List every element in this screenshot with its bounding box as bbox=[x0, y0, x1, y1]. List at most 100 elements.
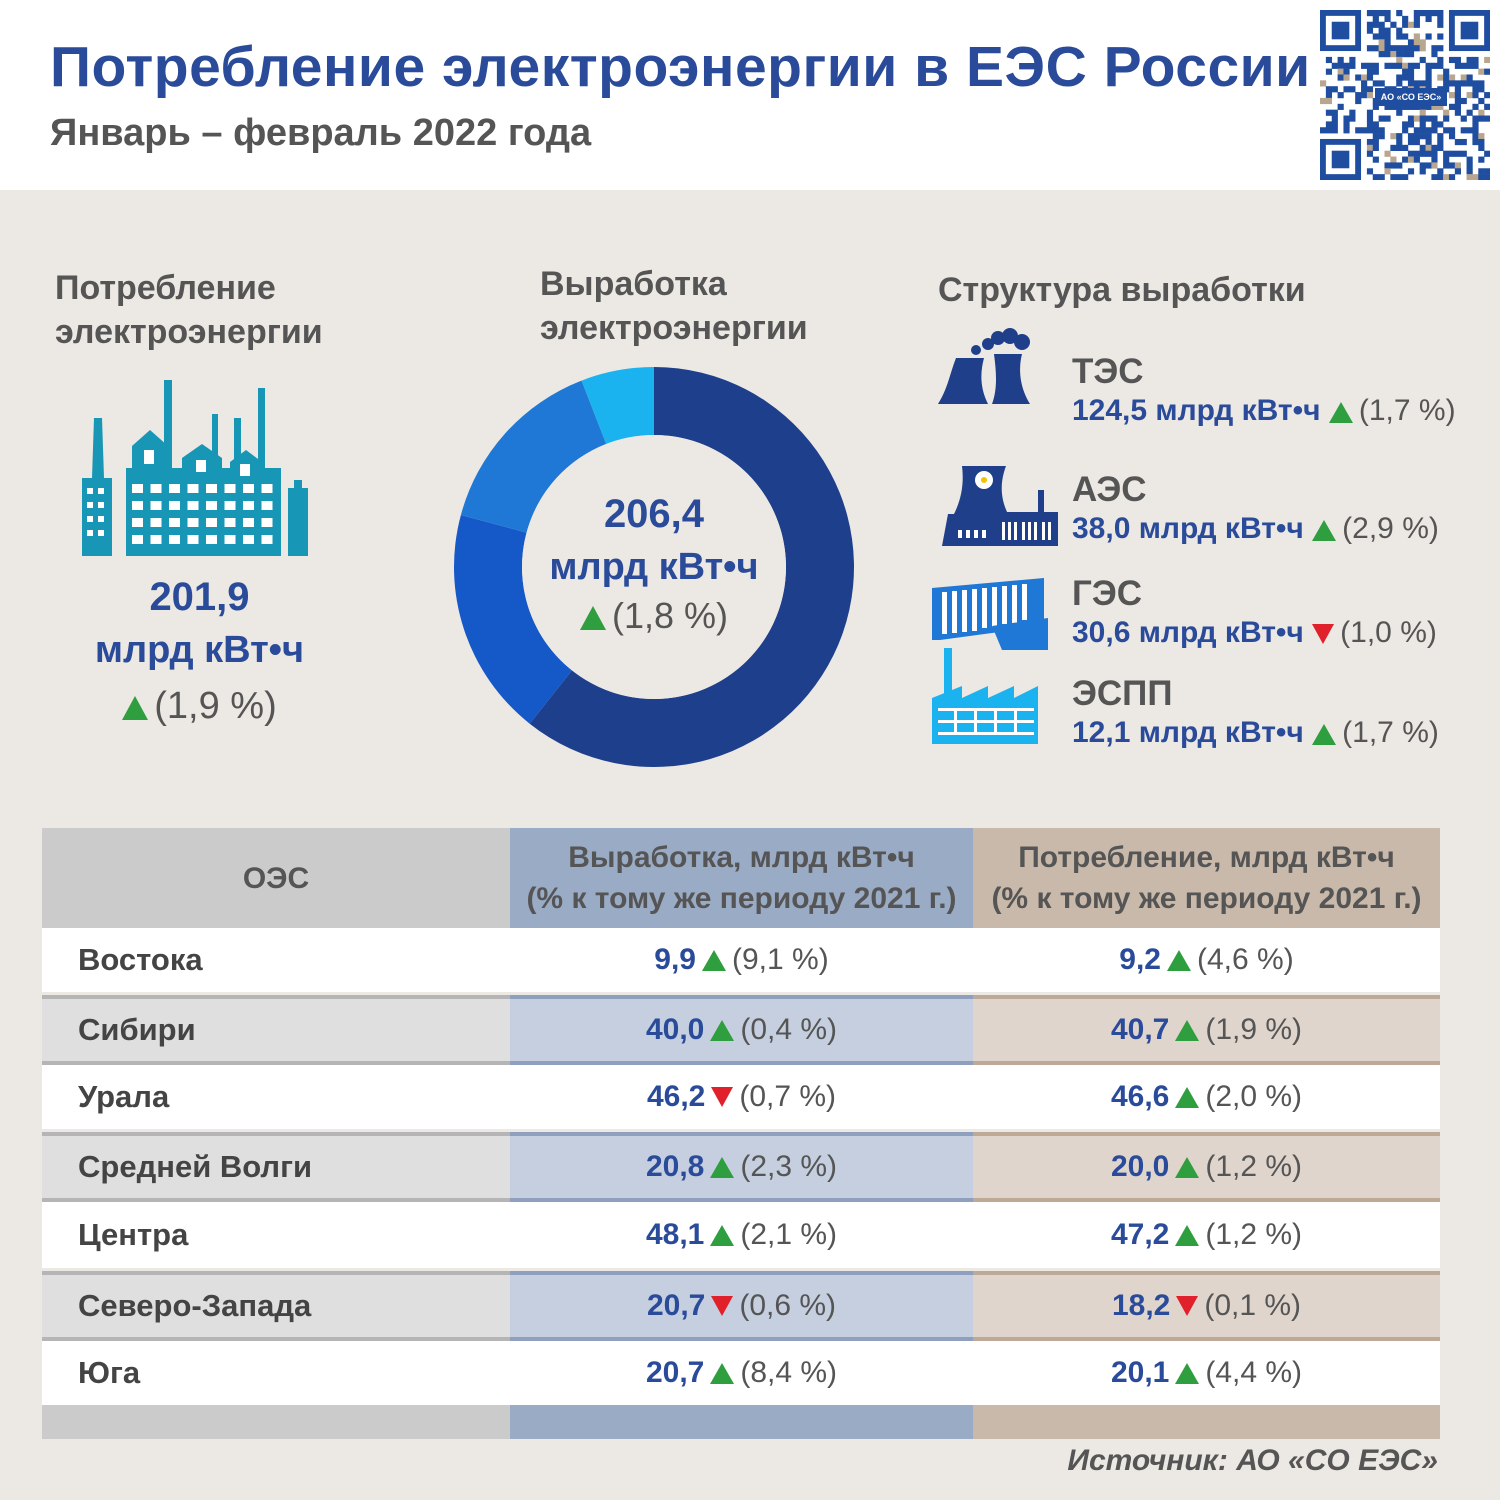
factory-window bbox=[243, 501, 254, 510]
cell-percent: (8,4 %) bbox=[740, 1356, 838, 1389]
cell-value: 40,0 bbox=[645, 1013, 705, 1046]
consumption-cell: 47,2 (1,2 %) bbox=[973, 1202, 1440, 1268]
header-consumption-line2: (% к тому же периоду 2021 г.) bbox=[991, 882, 1422, 915]
down-arrow-icon bbox=[1312, 624, 1335, 645]
header-generation-line1: Выработка, млрд кВт•ч bbox=[568, 841, 915, 874]
up-arrow-icon bbox=[1167, 949, 1191, 971]
footer-cell bbox=[42, 1405, 510, 1439]
table-row: Сибири 40,0 (0,4 %) 40,7 (1,9 %) bbox=[42, 992, 1440, 1065]
donut-hole bbox=[522, 435, 786, 699]
up-arrow-icon bbox=[710, 1156, 735, 1178]
cell-value: 20,0 bbox=[1110, 1150, 1170, 1183]
factory-window bbox=[169, 484, 180, 493]
factory-window bbox=[261, 518, 273, 527]
structure-value-row: 30,6 млрд кВт•ч (1,0 %) bbox=[1072, 616, 1437, 650]
structure-name: ТЭС bbox=[1072, 352, 1144, 391]
factory-window bbox=[243, 484, 254, 493]
factory-window bbox=[261, 501, 273, 510]
factory-icon bbox=[82, 380, 308, 556]
row-divider bbox=[973, 1132, 1440, 1136]
generation-change-row: (1,8 %) bbox=[504, 594, 804, 638]
factory-window bbox=[187, 535, 199, 544]
structure-item-tes: ТЭС 124,5 млрд кВт•ч (1,7 %) bbox=[930, 328, 1470, 452]
down-arrow-icon bbox=[711, 1296, 734, 1316]
up-arrow-icon bbox=[1175, 1224, 1200, 1246]
factory-window bbox=[224, 484, 236, 493]
up-arrow-icon bbox=[1175, 1362, 1200, 1384]
generation-heading-line1: Выработка bbox=[540, 265, 727, 303]
down-arrow-icon bbox=[711, 1087, 734, 1107]
region-name: Юга bbox=[78, 1355, 141, 1390]
structure-value-row: 124,5 млрд кВт•ч (1,7 %) bbox=[1072, 394, 1456, 428]
down-arrow-icon bbox=[1176, 1296, 1199, 1316]
structure-name: ГЭС bbox=[1072, 574, 1143, 613]
cell-percent: (0,7 %) bbox=[739, 1080, 837, 1113]
up-arrow-icon bbox=[1328, 401, 1353, 423]
up-arrow-icon bbox=[1312, 723, 1337, 745]
factory-window bbox=[187, 518, 199, 527]
row-divider bbox=[42, 1061, 510, 1065]
generation-value-block: 206,4 млрд кВт•ч (1,8 %) bbox=[504, 488, 804, 638]
generation-cell: 48,1 (2,1 %) bbox=[510, 1202, 973, 1268]
row-divider bbox=[510, 1132, 973, 1136]
consumption-unit: млрд кВт•ч bbox=[94, 629, 305, 671]
row-divider bbox=[973, 1337, 1440, 1341]
structure-change: (2,9 %) bbox=[1342, 512, 1439, 545]
consumption-heading-line1: Потребление bbox=[55, 269, 276, 307]
generation-value: 206,4 bbox=[603, 492, 705, 536]
region-name: Центра bbox=[78, 1217, 189, 1252]
thermal-plant-icon bbox=[938, 328, 1030, 404]
structure-value-row: 38,0 млрд кВт•ч (2,9 %) bbox=[1072, 512, 1439, 546]
cell-percent: (2,3 %) bbox=[740, 1150, 838, 1183]
factory-window bbox=[261, 484, 273, 493]
factory-window bbox=[169, 535, 180, 544]
page-subtitle: Январь – февраль 2022 года bbox=[50, 112, 592, 154]
factory-window bbox=[206, 501, 217, 510]
region-name: Средней Волги bbox=[78, 1149, 313, 1184]
row-divider bbox=[973, 1061, 1440, 1065]
region-cell: Северо-Запада bbox=[42, 1271, 510, 1341]
footer-cell bbox=[973, 1405, 1440, 1439]
region-name: Урала bbox=[78, 1079, 170, 1114]
generation-cell: 40,0 (0,4 %) bbox=[510, 995, 973, 1065]
consumption-cell: 18,2 (0,1 %) bbox=[973, 1271, 1440, 1341]
structure-change: (1,0 %) bbox=[1340, 616, 1437, 649]
factory-window bbox=[150, 501, 162, 510]
structure-change: (1,7 %) bbox=[1342, 716, 1439, 749]
cell-value: 46,6 bbox=[1110, 1080, 1170, 1113]
structure-value: 124,5 млрд кВт•ч bbox=[1072, 394, 1321, 427]
donut-slice-1 bbox=[454, 514, 572, 724]
structure-value-row: 12,1 млрд кВт•ч (1,7 %) bbox=[1072, 716, 1439, 750]
generation-donut-chart bbox=[454, 367, 854, 767]
table-row: Центра 48,1 (2,1 %) 47,2 (1,2 %) bbox=[42, 1202, 1440, 1268]
factory-window bbox=[132, 501, 143, 510]
row-divider bbox=[510, 995, 973, 999]
source-note: Источник: АО «СО ЕЭС» bbox=[1067, 1444, 1438, 1477]
qr-code-icon[interactable] bbox=[1320, 10, 1490, 180]
region-cell: Юга bbox=[42, 1341, 510, 1405]
cell-percent: (4,6 %) bbox=[1197, 943, 1294, 976]
cell-percent: (1,2 %) bbox=[1205, 1218, 1303, 1251]
region-cell: Урала bbox=[42, 1065, 510, 1129]
cell-value: 40,7 bbox=[1110, 1013, 1170, 1046]
factory-window bbox=[132, 484, 143, 493]
region-cell: Средней Волги bbox=[42, 1132, 510, 1202]
structure-name: АЭС bbox=[1072, 470, 1147, 509]
consumption-value-block: 201,9 млрд кВт•ч (1,9 %) bbox=[42, 572, 357, 734]
header-generation: Выработка, млрд кВт•ч (% к тому же перио… bbox=[510, 828, 973, 928]
cell-value: 9,9 bbox=[654, 943, 696, 976]
regions-table: ОЭС Выработка, млрд кВт•ч (% к тому же п… bbox=[42, 828, 1440, 1439]
factory-window bbox=[224, 535, 236, 544]
consumption-heading: Потребление электроэнергии bbox=[55, 266, 323, 354]
factory-window bbox=[150, 484, 162, 493]
factory-window bbox=[150, 535, 162, 544]
cell-percent: (2,0 %) bbox=[1205, 1080, 1303, 1113]
factory-window bbox=[132, 518, 143, 527]
factory-window bbox=[169, 501, 180, 510]
industrial-plant-icon bbox=[932, 648, 1038, 744]
factory-window bbox=[206, 535, 217, 544]
region-name: Сибири bbox=[78, 1012, 196, 1047]
up-arrow-icon bbox=[702, 949, 726, 971]
structure-item-espp: ЭСПП 12,1 млрд кВт•ч (1,7 %) bbox=[930, 648, 1470, 774]
row-divider bbox=[973, 995, 1440, 999]
